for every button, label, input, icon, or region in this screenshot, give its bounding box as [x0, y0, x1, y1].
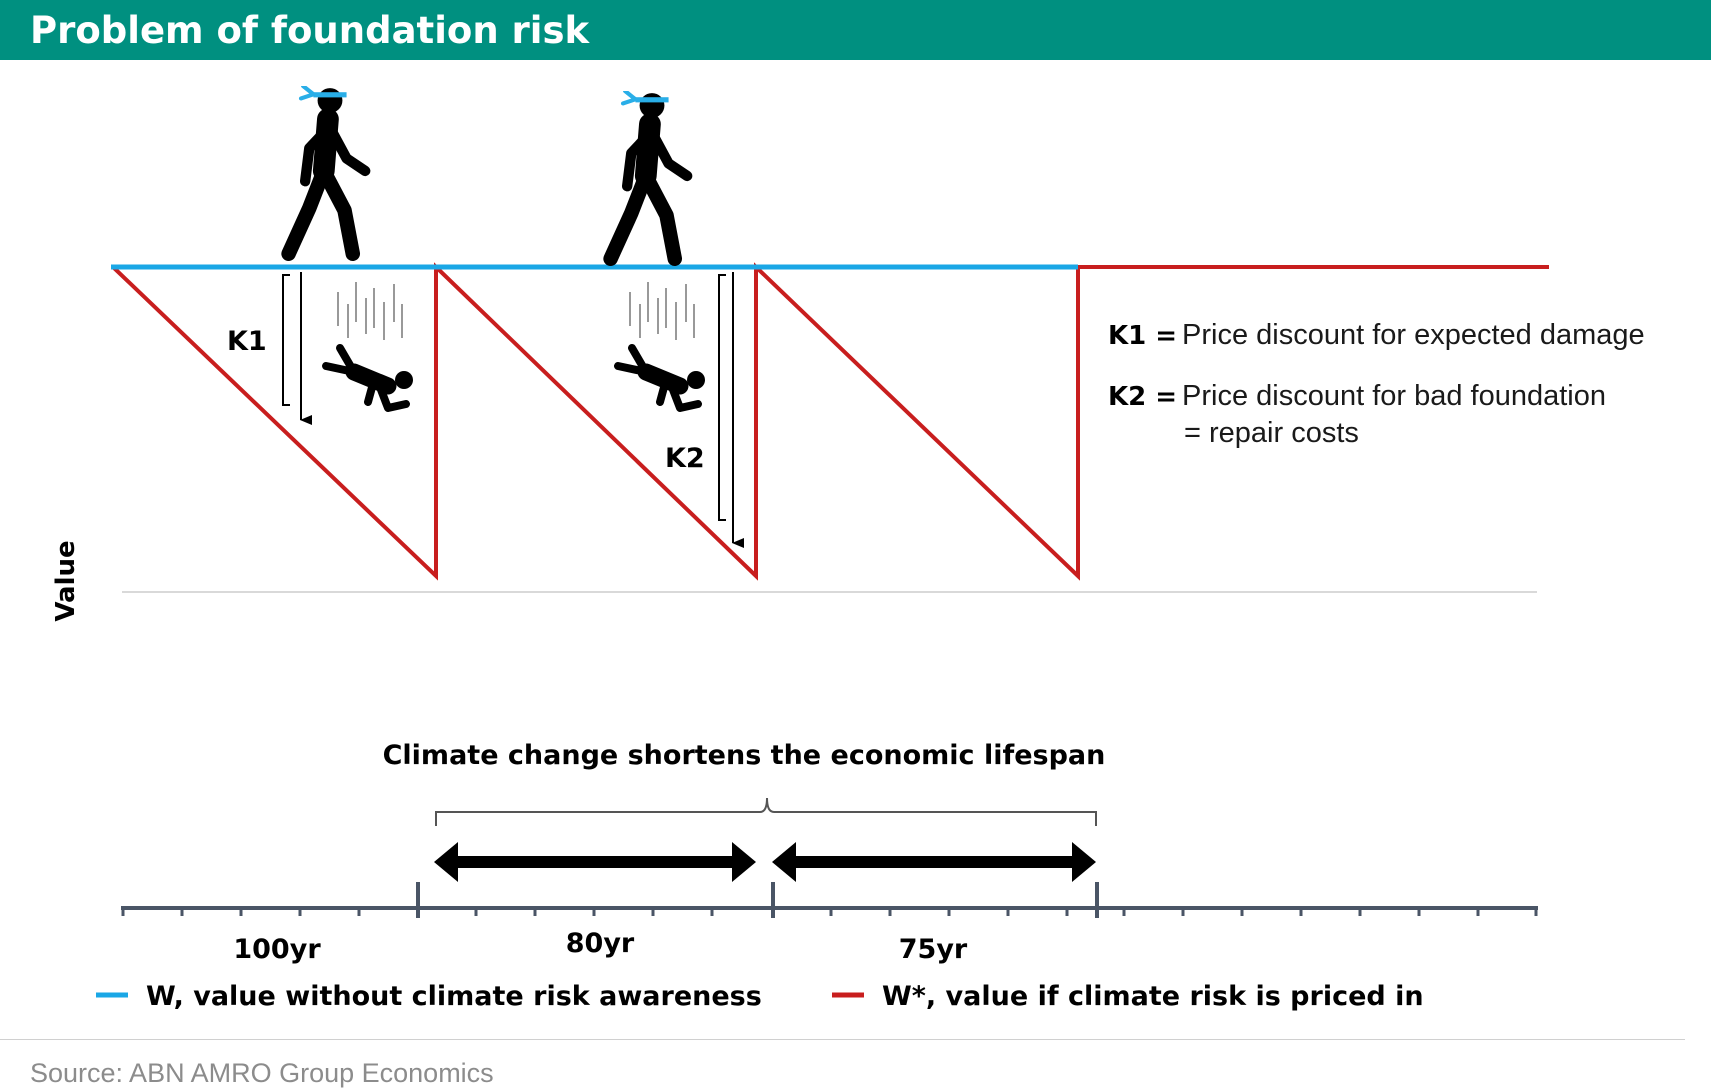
legend-label-w: W, value without climate risk awareness [146, 981, 762, 1012]
legend: W, value without climate risk awareness … [96, 981, 1424, 1012]
timeline-label-80yr: 80yr [566, 928, 635, 959]
k2-bracket [718, 272, 744, 548]
page-title: Problem of foundation risk [30, 9, 590, 52]
walking-person-icon [289, 86, 366, 254]
bracket-caption: Climate change shortens the economic lif… [383, 740, 1106, 771]
k1-bracket [282, 272, 312, 425]
k1-definition-key: K1 = [1108, 321, 1177, 351]
k2-definition-continuation: = repair costs [1184, 417, 1359, 449]
w-star-value-line [111, 262, 1549, 581]
falling-person-icon [618, 282, 705, 408]
k2-definition-text: Price discount for bad foundation [1182, 380, 1606, 412]
falling-person-icon [326, 282, 413, 408]
legend-label-w-star: W*, value if climate risk is priced in [882, 981, 1424, 1012]
lifespan-arrow-75yr [772, 842, 1096, 882]
k1-definition-text: Price discount for expected damage [1182, 319, 1645, 351]
timeline-label-75yr: 75yr [899, 934, 968, 965]
header-bar: Problem of foundation risk [0, 0, 1711, 60]
source-note: Source: ABN AMRO Group Economics [30, 1058, 494, 1088]
source-divider [0, 1039, 1685, 1040]
k1-marker-label: K1 [227, 326, 267, 357]
timeline-axis [121, 882, 1538, 918]
y-axis-label: Value [51, 540, 81, 621]
walking-person-icon [611, 91, 688, 259]
lifespan-bracket [435, 797, 1097, 826]
lifespan-arrow-80yr [434, 842, 756, 882]
k2-marker-label: K2 [665, 443, 705, 474]
k2-definition-key: K2 = [1108, 382, 1177, 412]
timeline-label-100yr: 100yr [233, 934, 321, 965]
